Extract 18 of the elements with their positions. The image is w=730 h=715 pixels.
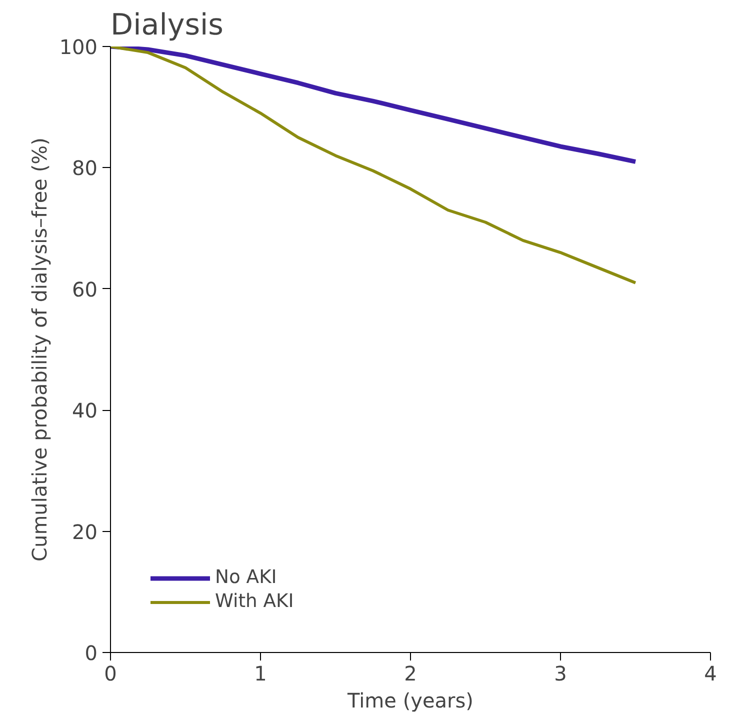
legend-label: No AKI [215,567,277,588]
x-tick-label: 0 [104,662,117,686]
line-series [110,46,637,284]
x-tick-label: 2 [404,662,417,686]
x-tick-label: 3 [554,662,567,686]
chart-title: Dialysis [110,8,224,42]
x-axis-title: Time (years) [346,688,474,712]
x-tick-label: 1 [254,662,267,686]
y-tick-label: 20 [72,520,98,544]
x-tick-label: 4 [704,662,717,686]
y-tick-label: 40 [72,398,98,423]
y-tick-label: 0 [84,641,98,665]
y-tick-label: 60 [72,277,98,302]
y-tick-label: 100 [59,35,98,59]
line-series [110,46,638,164]
y-tick-label: 80 [72,156,98,180]
y-axis-title: Cumulative probability of dialysis–free (%) [27,138,52,562]
legend-label: With AKI [215,591,294,612]
